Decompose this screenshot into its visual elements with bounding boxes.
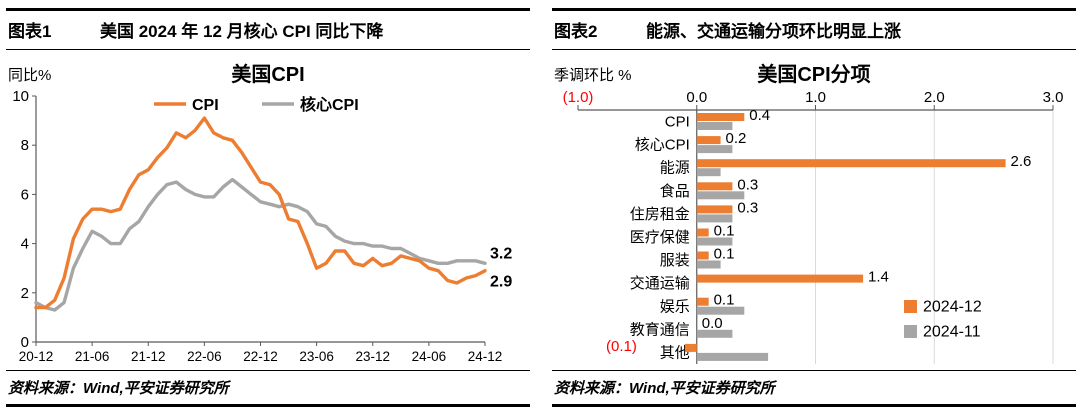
y-tick-label: 6 xyxy=(21,186,29,203)
figure-1-header: 图表1 美国 2024 年 12 月核心 CPI 同比下降 xyxy=(6,8,530,50)
2024-11-bar xyxy=(696,122,733,130)
category-label: 医疗保健 xyxy=(630,229,690,246)
figure-1-title: 美国 2024 年 12 月核心 CPI 同比下降 xyxy=(100,22,384,41)
y-axis-unit-label: 同比% xyxy=(8,67,52,84)
category-label: 核心CPI xyxy=(635,137,690,154)
x-axis-unit-label: 季调环比 % xyxy=(554,67,632,84)
2024-11-bar xyxy=(696,145,733,154)
figure-1-tag: 图表1 xyxy=(8,22,52,41)
x-tick-label: 0.0 xyxy=(686,89,707,106)
bar-value-label: 0.3 xyxy=(737,199,758,216)
2024-11-bar xyxy=(696,191,745,200)
x-tick-label: 22-06 xyxy=(187,349,222,364)
x-tick-label: 20-12 xyxy=(19,349,54,364)
legend-label: 2024-12 xyxy=(923,299,982,316)
2024-11-bar xyxy=(696,329,733,338)
bar-value-label: 0.1 xyxy=(714,246,735,263)
legend-swatch xyxy=(904,325,917,338)
y-tick-label: 0 xyxy=(21,334,29,351)
series-end-label: 3.2 xyxy=(490,245,512,262)
bar-value-label: 2.6 xyxy=(1011,153,1032,170)
bar-chart-title: 美国CPI分项 xyxy=(757,64,871,86)
category-label: 交通运输 xyxy=(630,274,690,292)
x-tick-label: 24-06 xyxy=(412,349,447,364)
legend-swatch xyxy=(904,300,917,313)
x-tick-label: 21-06 xyxy=(75,349,110,364)
x-tick-label: 1.0 xyxy=(805,89,826,106)
x-tick-label: 3.0 xyxy=(1043,89,1064,106)
x-tick-label: 21-12 xyxy=(131,349,166,364)
2024-12-bar xyxy=(696,182,733,191)
2024-12-bar xyxy=(696,251,709,260)
category-label: 娱乐 xyxy=(660,298,690,315)
2024-12-bar xyxy=(696,228,709,237)
x-tick-label: 24-12 xyxy=(468,349,503,364)
2024-12-bar xyxy=(696,113,745,121)
category-label: 服装 xyxy=(660,252,690,269)
line-chart-title: 美国CPI xyxy=(231,64,305,86)
category-label: 教育通信 xyxy=(630,321,690,338)
y-tick-label: 4 xyxy=(21,236,29,253)
figure-2-tag: 图表2 xyxy=(554,22,598,41)
2024-11-bar xyxy=(696,352,769,361)
2024-12-bar xyxy=(696,136,721,145)
x-tick-label: 23-06 xyxy=(299,349,334,364)
legend-label: CPI xyxy=(192,97,219,114)
category-label: 食品 xyxy=(660,183,690,200)
category-label: 住房租金 xyxy=(630,206,690,223)
2024-11-bar xyxy=(696,237,733,246)
category-label: 其他 xyxy=(660,344,690,361)
figure-2-panel: 图表2 能源、交通运输分项环比明显上涨 季调环比 % 美国CPI分项 (1.0)… xyxy=(552,8,1076,407)
series-end-label: 2.9 xyxy=(490,274,512,291)
2024-12-bar xyxy=(684,343,697,352)
legend-label: 2024-11 xyxy=(923,324,981,341)
核心CPI-line xyxy=(34,177,487,312)
bar-value-label: 0.2 xyxy=(726,130,747,147)
2024-12-bar xyxy=(696,205,733,214)
2024-12-bar xyxy=(696,274,864,283)
bar-value-label: 0.3 xyxy=(737,176,758,193)
bar-value-label: 0.1 xyxy=(714,292,735,309)
figure-2-title: 能源、交通运输分项环比明显上涨 xyxy=(646,22,901,41)
figure-1-panel: 图表1 美国 2024 年 12 月核心 CPI 同比下降 同比% 美国CPI … xyxy=(6,8,530,407)
line-chart-header-row: 同比% 美国CPI xyxy=(6,56,530,88)
2024-11-bar xyxy=(696,168,721,177)
bar-value-label: 0.0 xyxy=(702,315,723,332)
y-tick-label: 2 xyxy=(21,285,29,302)
x-tick-label: 2.0 xyxy=(924,89,945,106)
2024-12-bar xyxy=(696,159,1006,168)
figure-2-source: 资料来源：Wind,平安证券研究所 xyxy=(552,370,1076,407)
bar-value-label: 1.4 xyxy=(868,269,889,286)
bar-chart-header-row: 季调环比 % 美国CPI分项 xyxy=(552,56,1076,88)
x-tick-label: 22-12 xyxy=(243,349,278,364)
2024-11-bar xyxy=(696,260,721,269)
legend-label: 核心CPI xyxy=(300,95,359,114)
figure-1-source: 资料来源：Wind,平安证券研究所 xyxy=(6,370,530,407)
2024-11-bar xyxy=(696,214,733,223)
x-tick-label: 23-12 xyxy=(355,349,390,364)
bar-value-label: 0.4 xyxy=(749,107,770,124)
bar-value-label: (0.1) xyxy=(606,338,637,355)
2024-12-bar xyxy=(696,297,709,306)
us-cpi-line-chart: 0 2 4 6 8 10 20-12 21-06 21-12 22-06 22-12 23-06 23-… xyxy=(12,88,512,364)
y-tick-label: 8 xyxy=(21,137,29,154)
bar-value-label: 0.1 xyxy=(714,223,735,240)
us-cpi-components-bar-chart: (1.0) 0.0 1.0 2.0 3.0 CPI 0.4 核心CPI 0.2 能源 2.6 食品 0.… xyxy=(563,89,1064,364)
category-label: CPI xyxy=(665,114,690,131)
figure-2-header: 图表2 能源、交通运输分项环比明显上涨 xyxy=(552,8,1076,50)
x-tick-label: (1.0) xyxy=(563,89,594,106)
category-label: 能源 xyxy=(660,160,690,177)
y-tick-label: 10 xyxy=(12,88,29,105)
2024-11-bar xyxy=(696,306,745,315)
CPI-line xyxy=(34,116,487,310)
